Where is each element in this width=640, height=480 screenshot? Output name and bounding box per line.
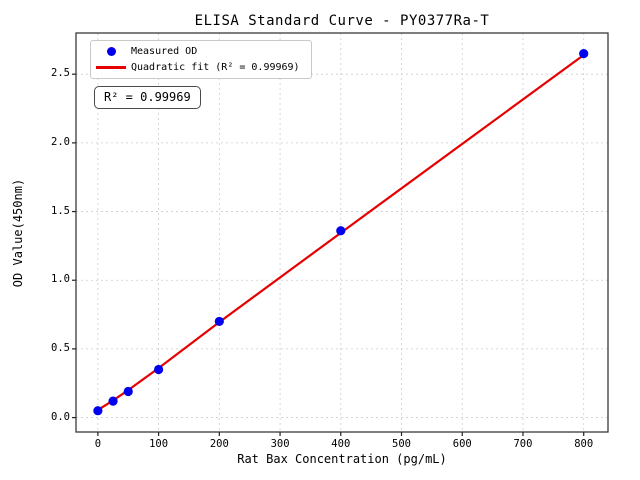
x-tick-label: 0 bbox=[94, 438, 102, 450]
fit-line-marker-icon bbox=[96, 66, 126, 70]
r-squared-annotation: R² = 0.99969 bbox=[94, 86, 201, 109]
x-tick-label: 200 bbox=[209, 438, 229, 450]
legend-marker-box bbox=[91, 66, 131, 70]
x-tick-label: 300 bbox=[270, 438, 290, 450]
legend-label-measured-od: Measured OD bbox=[131, 45, 198, 57]
axis-frame bbox=[75, 32, 609, 433]
legend: Measured OD Quadratic fit (R² = 0.99969) bbox=[90, 40, 312, 79]
data-point bbox=[336, 226, 346, 236]
legend-item-measured-od: Measured OD bbox=[91, 43, 311, 59]
y-tick-label: 2.0 bbox=[51, 135, 70, 148]
y-tick-label: 0.5 bbox=[51, 341, 70, 354]
data-point bbox=[123, 386, 133, 397]
x-tick-label: 500 bbox=[392, 438, 411, 450]
x-axis-label: Rat Bax Concentration (pg/mL) bbox=[237, 452, 447, 466]
y-tick-label: 1.5 bbox=[51, 204, 70, 217]
data-point bbox=[108, 396, 118, 406]
scatter-dot-marker-icon bbox=[106, 46, 116, 56]
y-tick-label: 2.5 bbox=[51, 67, 70, 80]
data-point bbox=[93, 406, 103, 416]
x-tick-label: 600 bbox=[452, 438, 472, 450]
data-point bbox=[153, 364, 164, 375]
x-tick-label: 800 bbox=[574, 438, 594, 450]
legend-item-quadratic-fit: Quadratic fit (R² = 0.99969) bbox=[91, 60, 311, 76]
x-tick-label: 700 bbox=[513, 438, 533, 450]
data-point bbox=[579, 49, 589, 59]
y-tick-label: 0.0 bbox=[51, 410, 70, 423]
x-tick-label: 100 bbox=[149, 438, 169, 450]
data-point bbox=[214, 316, 224, 327]
legend-marker-box bbox=[91, 46, 131, 56]
chart-title: ELISA Standard Curve - PY0377Ra-T bbox=[194, 13, 490, 29]
legend-label-quadratic-fit: Quadratic fit (R² = 0.99969) bbox=[131, 62, 300, 74]
y-tick-label: 1.0 bbox=[51, 273, 70, 286]
x-tick-label: 400 bbox=[331, 438, 351, 450]
